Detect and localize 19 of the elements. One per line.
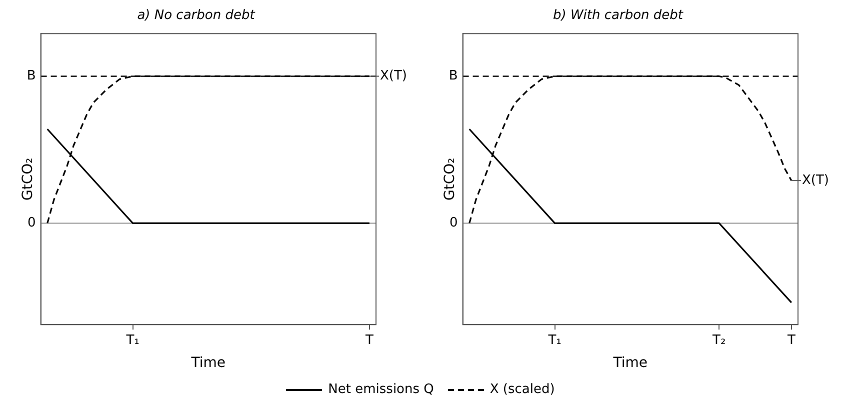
chart-title: b) With carbon debt xyxy=(552,8,684,24)
annotation: X(T) xyxy=(802,172,829,188)
x-axis-title: Time xyxy=(612,355,648,372)
y-axis-title: GtCO₂ xyxy=(442,158,458,200)
chart-title: a) No carbon debt xyxy=(137,8,256,24)
x-tick-label: T₂ xyxy=(712,332,726,348)
annotation: X(T) xyxy=(380,68,407,84)
x-tick-label: T xyxy=(786,332,796,348)
ref-line-label: 0 xyxy=(28,216,36,231)
legend-label: Net emissions Q xyxy=(328,382,434,397)
ref-line-label: B xyxy=(448,68,458,84)
x-tick-label: T xyxy=(364,332,374,348)
ref-line-label: 0 xyxy=(450,216,458,231)
legend-label: X (scaled) xyxy=(490,382,555,397)
ref-line-label: B xyxy=(26,68,36,84)
x-tick-label: T₁ xyxy=(125,332,140,348)
x-tick-label: T₁ xyxy=(547,332,562,348)
x-axis-title: Time xyxy=(190,355,226,372)
y-axis-title: GtCO₂ xyxy=(20,158,36,200)
